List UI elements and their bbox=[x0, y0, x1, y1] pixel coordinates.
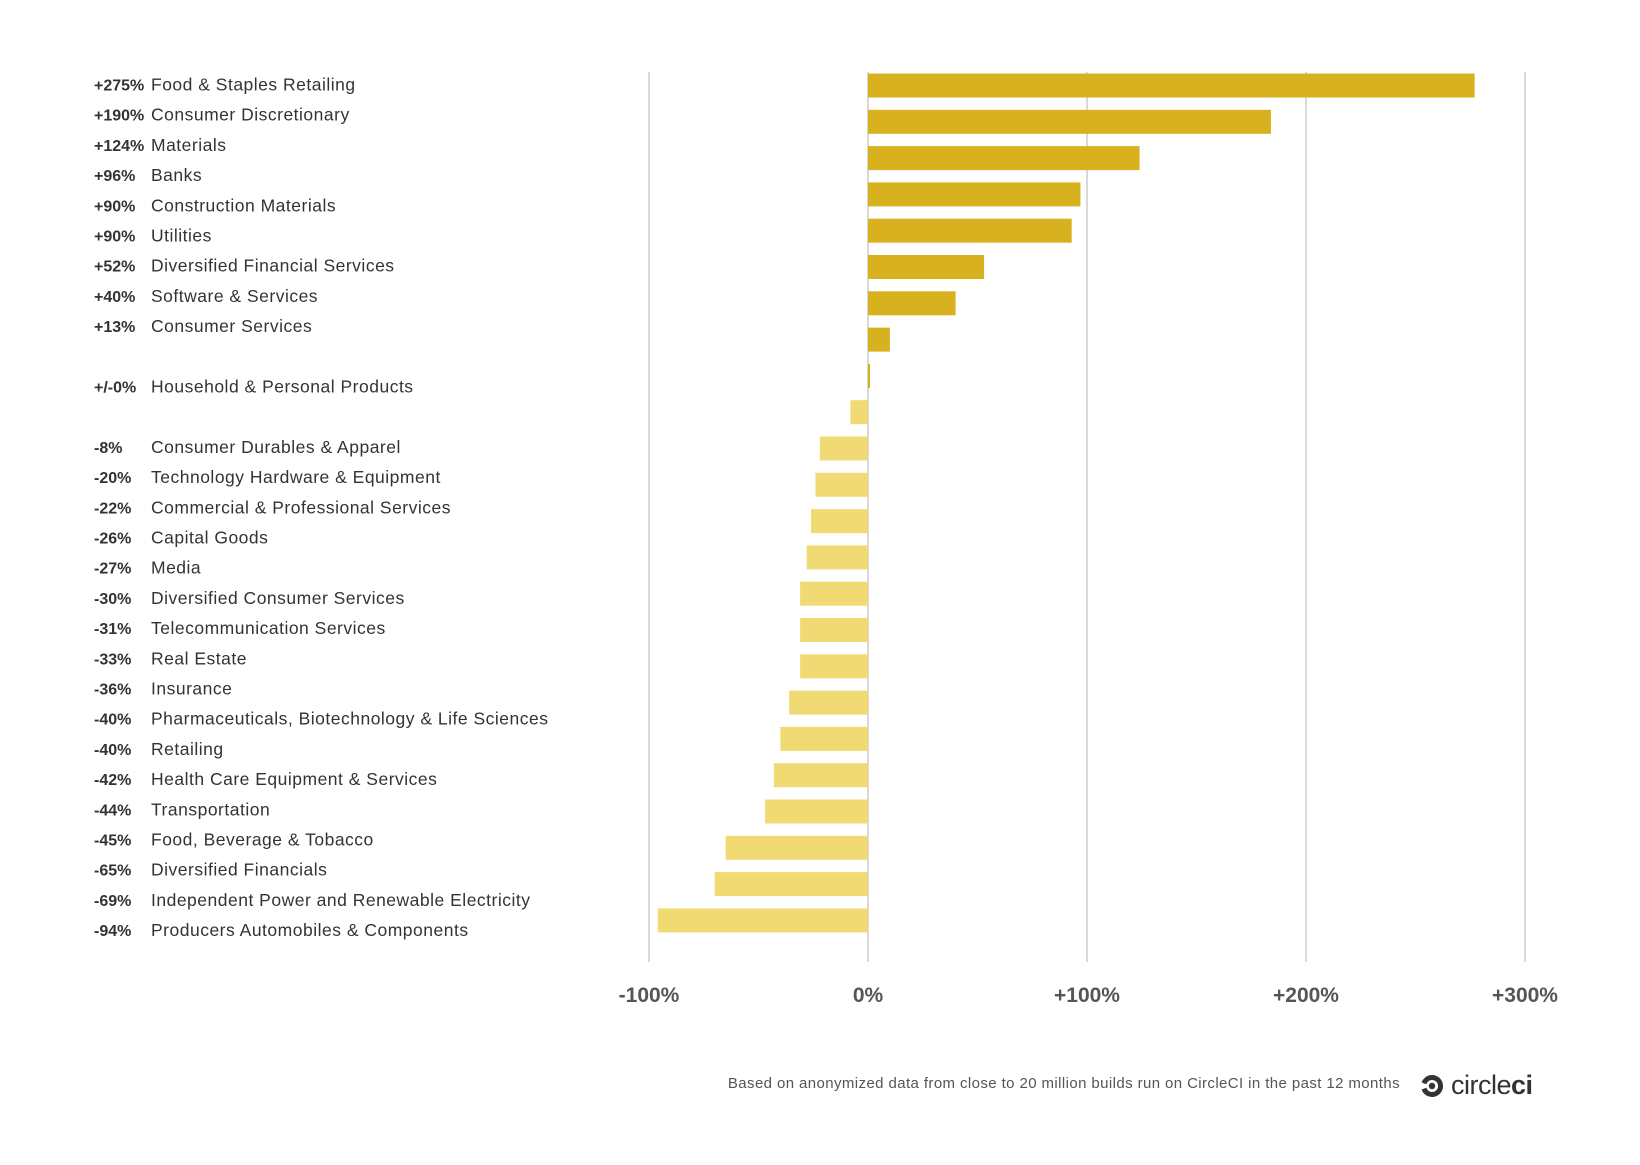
bar bbox=[789, 690, 868, 715]
row-name-label: Construction Materials bbox=[151, 195, 336, 215]
row-pct-label: +96% bbox=[94, 168, 135, 185]
row-name-label: Food, Beverage & Tobacco bbox=[151, 830, 374, 850]
bar bbox=[868, 109, 1271, 134]
row-pct-label: -40% bbox=[94, 742, 131, 759]
row-pct-label: -69% bbox=[94, 893, 131, 910]
row-labels: +275% Food & Staples Retailing +190% Consum… bbox=[94, 75, 549, 941]
row-name-label: Insurance bbox=[151, 679, 232, 699]
bar bbox=[800, 618, 868, 642]
row-name-label: Diversified Consumer Services bbox=[151, 588, 405, 608]
row-pct-label: -45% bbox=[94, 833, 131, 850]
row-pct-label: -94% bbox=[94, 923, 131, 940]
row-pct-label: -36% bbox=[94, 682, 131, 699]
row-pct-label: +275% bbox=[94, 78, 144, 95]
bar bbox=[773, 763, 868, 788]
row-name-label: Transportation bbox=[151, 799, 270, 819]
bar bbox=[868, 182, 1081, 207]
row-name-label: Diversified Financial Services bbox=[151, 256, 395, 276]
bar bbox=[780, 726, 868, 751]
bar bbox=[725, 835, 868, 860]
row-name-label: Consumer Durables & Apparel bbox=[151, 437, 401, 457]
bar bbox=[800, 581, 868, 606]
row-pct-label: -20% bbox=[94, 470, 131, 487]
row-name-label: Consumer Services bbox=[151, 316, 312, 336]
bar-chart: +275% Food & Staples Retailing +190% Consum… bbox=[94, 72, 1559, 1007]
row-name-label: Real Estate bbox=[151, 648, 247, 668]
row-name-label: Media bbox=[151, 558, 201, 578]
bar bbox=[657, 908, 868, 933]
row-name-label: Banks bbox=[151, 165, 202, 185]
row-pct-label: -26% bbox=[94, 531, 131, 548]
bar bbox=[800, 654, 868, 679]
bar bbox=[868, 363, 870, 388]
row-name-label: Independent Power and Renewable Electric… bbox=[151, 890, 531, 910]
gridlines bbox=[648, 72, 1526, 962]
bar bbox=[819, 436, 868, 461]
footer-note: Based on anonymized data from close to 2… bbox=[727, 1075, 1400, 1092]
row-pct-label: -44% bbox=[94, 802, 131, 819]
row-pct-label: +13% bbox=[94, 319, 135, 336]
logo-text-bold: ci bbox=[1511, 1070, 1533, 1100]
circleci-logo-icon bbox=[1421, 1074, 1444, 1097]
bar bbox=[765, 799, 868, 824]
row-name-label: Materials bbox=[151, 135, 227, 155]
row-pct-label: -40% bbox=[94, 712, 131, 729]
bar bbox=[868, 291, 956, 316]
row-name-label: Software & Services bbox=[151, 286, 318, 306]
row-pct-label: -22% bbox=[94, 500, 131, 517]
row-name-label: Capital Goods bbox=[151, 528, 268, 548]
logo-text-light: circle bbox=[1451, 1070, 1512, 1100]
row-name-label: Commercial & Professional Services bbox=[151, 497, 451, 517]
bar bbox=[868, 327, 890, 352]
row-name-label: Telecommunication Services bbox=[151, 618, 386, 638]
bar bbox=[806, 545, 868, 570]
bar bbox=[868, 255, 985, 279]
row-name-label: Household & Personal Products bbox=[151, 377, 414, 397]
bar bbox=[850, 400, 868, 425]
bar bbox=[868, 73, 1475, 98]
circleci-logo: circleci bbox=[1420, 1070, 1533, 1101]
row-pct-label: -8% bbox=[94, 440, 122, 457]
row-name-label: Retailing bbox=[151, 739, 224, 759]
tick-label: 0% bbox=[853, 984, 884, 1007]
tick-label: +200% bbox=[1273, 984, 1339, 1007]
row-pct-label: -27% bbox=[94, 561, 131, 578]
row-pct-label: +/-0% bbox=[94, 380, 136, 397]
row-name-label: Pharmaceuticals, Biotechnology & Life Sc… bbox=[151, 709, 549, 729]
row-name-label: Producers Automobiles & Components bbox=[151, 920, 469, 940]
row-pct-label: -30% bbox=[94, 591, 131, 608]
row-pct-label: -65% bbox=[94, 863, 131, 880]
row-name-label: Health Care Equipment & Services bbox=[151, 769, 437, 789]
x-axis-ticks: -100% 0% +100% +200% +300% bbox=[619, 984, 1559, 1007]
tick-label: -100% bbox=[619, 984, 680, 1007]
row-name-label: Consumer Discretionary bbox=[151, 105, 350, 125]
row-pct-label: -31% bbox=[94, 621, 131, 638]
tick-label: +100% bbox=[1054, 984, 1120, 1007]
row-pct-label: +90% bbox=[94, 198, 135, 215]
tick-label: +300% bbox=[1492, 984, 1558, 1007]
bar bbox=[714, 872, 868, 897]
bars bbox=[657, 73, 1475, 933]
bar bbox=[868, 218, 1072, 243]
row-pct-label: +52% bbox=[94, 259, 135, 276]
bar bbox=[815, 472, 868, 497]
row-name-label: Technology Hardware & Equipment bbox=[151, 467, 441, 487]
row-name-label: Diversified Financials bbox=[151, 860, 327, 880]
row-name-label: Food & Staples Retailing bbox=[151, 75, 356, 95]
row-pct-label: +190% bbox=[94, 108, 144, 125]
bar bbox=[868, 146, 1140, 171]
row-pct-label: +40% bbox=[94, 289, 135, 306]
row-pct-label: -42% bbox=[94, 772, 131, 789]
bar bbox=[811, 509, 868, 534]
row-pct-label: +124% bbox=[94, 138, 144, 155]
row-pct-label: -33% bbox=[94, 651, 131, 668]
row-name-label: Utilities bbox=[151, 226, 212, 246]
row-pct-label: +90% bbox=[94, 229, 135, 246]
